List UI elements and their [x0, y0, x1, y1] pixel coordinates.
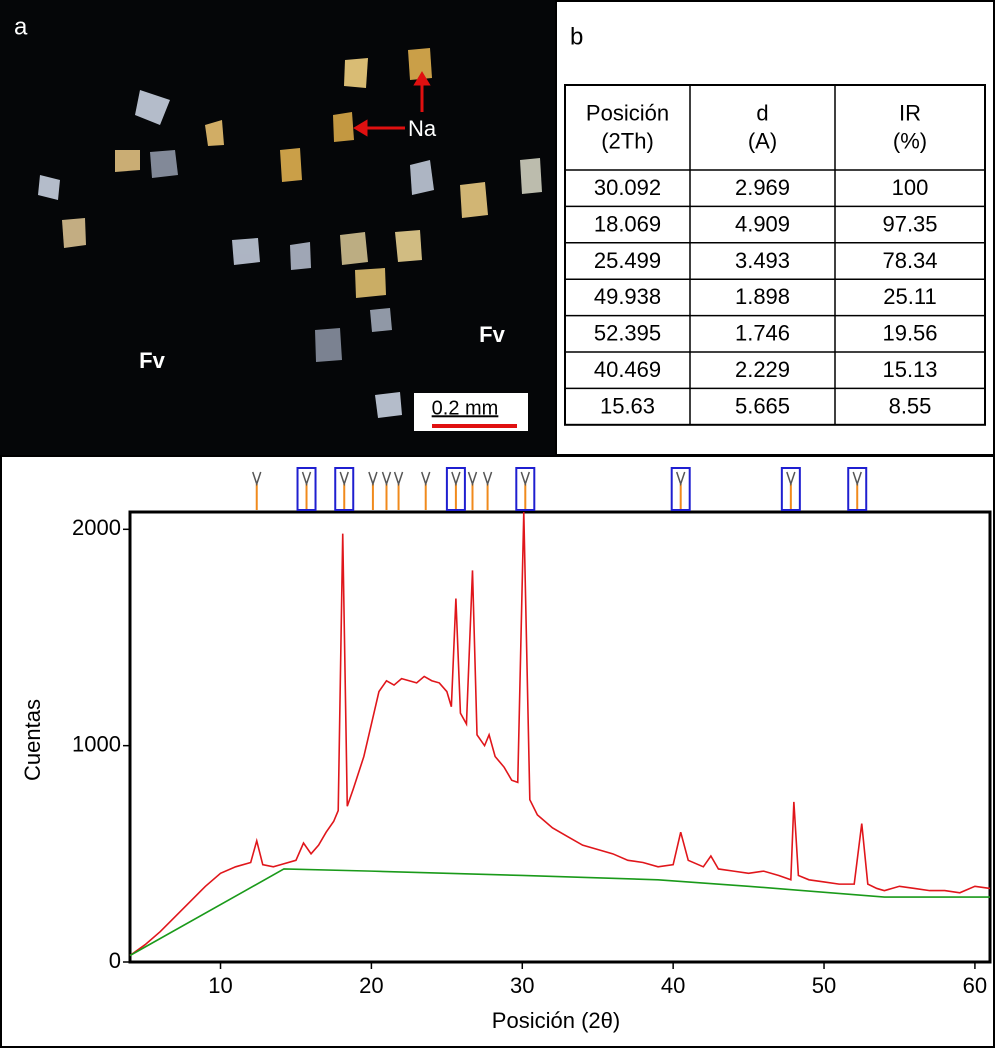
peak-marker-tip [301, 471, 312, 487]
y-tick-label: 1000 [72, 731, 121, 756]
peak-marker-tip [467, 471, 478, 487]
table-cell: 1.746 [735, 321, 790, 346]
x-tick-label: 60 [963, 973, 987, 998]
table: Posición (2Th) d (A) IR (%) 30.092 2.969 100 18.0… [564, 84, 986, 426]
table-cell: 78.34 [882, 248, 937, 273]
x-tick-label: 20 [359, 973, 383, 998]
peak-marker-tip [482, 471, 493, 487]
plot-frame [128, 510, 992, 964]
peak-box [847, 467, 868, 511]
peak-marker-tip [421, 471, 431, 487]
annotation: Fv [139, 348, 165, 373]
table-header: Posición (2Th) [586, 100, 669, 153]
peak-marker-tip [675, 471, 686, 487]
annotation: Na [408, 116, 437, 141]
peak-marker-tip [520, 471, 531, 487]
table-cell: 100 [892, 175, 929, 200]
peak-marker-tip [368, 471, 378, 487]
table-cell: 97.35 [882, 211, 937, 236]
panel-label: a [14, 13, 28, 40]
y-tick-label: 2000 [72, 515, 121, 540]
data-line [129, 511, 991, 957]
x-tick-label: 50 [812, 973, 836, 998]
peak-marker-tip [852, 471, 862, 487]
peak-box [445, 467, 466, 511]
panel-c [0, 455, 995, 1048]
table-cell: 8.55 [889, 393, 932, 418]
peak-box [515, 467, 536, 511]
crystals [38, 48, 542, 418]
table-header: d (A) [748, 100, 777, 153]
annotation: Fv [479, 322, 505, 347]
peak-box [296, 467, 317, 511]
table-header: IR (%) [893, 100, 927, 153]
arrowhead [413, 71, 431, 86]
panel-label: b [570, 23, 583, 50]
table-cell: 3.493 [735, 248, 790, 273]
arrowhead [353, 119, 368, 137]
table-cell: 30.092 [594, 175, 661, 200]
table-cell: 2.969 [735, 175, 790, 200]
y-tick-label: 0 [109, 948, 121, 973]
na-arrows [353, 71, 431, 137]
scale-bar-label: 0.2 mm [432, 397, 499, 419]
y-axis-title: Cuentas [20, 699, 45, 781]
panel-b [555, 0, 995, 456]
peak-box [334, 467, 355, 511]
peak-marker-tip [381, 471, 392, 487]
table-cell: 5.665 [735, 393, 790, 418]
x-axis-title: Posición (2θ) [492, 1008, 620, 1033]
peak-marker-tip [786, 471, 796, 487]
table-cell: 2.229 [735, 357, 790, 382]
table-cell: 49.938 [594, 284, 661, 309]
peak-marker-tip [339, 471, 349, 487]
peak-box [780, 467, 801, 511]
table-cell: 52.395 [594, 321, 661, 346]
peak-box [670, 467, 691, 511]
x-tick-label: 30 [510, 973, 534, 998]
chart: 10 20 30 40 50 60 0 1000 2000 [72, 467, 992, 998]
peak-marker-tip [451, 471, 461, 487]
x-tick-label: 40 [661, 973, 685, 998]
table-cell: 15.13 [882, 357, 937, 382]
table-cell: 40.469 [594, 357, 661, 382]
peak-marker-tip [393, 471, 404, 487]
table-cell: 1.898 [735, 284, 790, 309]
table-cell: 4.909 [735, 211, 790, 236]
micrograph [0, 0, 555, 455]
peak-marker-tip [252, 471, 262, 487]
table-cell: 19.56 [882, 321, 937, 346]
data-line [129, 868, 990, 957]
table-cell: 25.499 [594, 248, 661, 273]
x-tick-label: 10 [208, 973, 232, 998]
table-cell: 18.069 [594, 211, 661, 236]
table-border [564, 84, 986, 426]
table-cell: 15.63 [600, 393, 655, 418]
table-cell: 25.11 [883, 284, 936, 309]
